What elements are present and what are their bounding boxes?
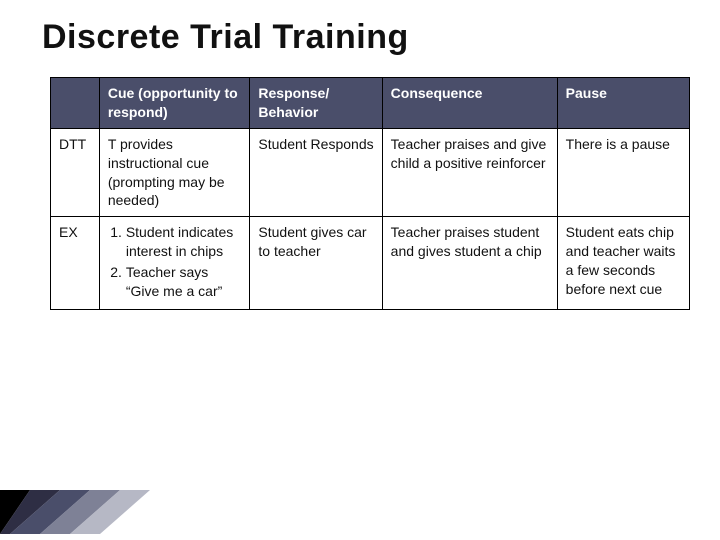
cell-cue: T provides instructional cue (prompting … bbox=[99, 128, 250, 217]
row-label: EX bbox=[51, 217, 100, 310]
cell-response: Student gives car to teacher bbox=[250, 217, 382, 310]
table-row: DTT T provides instructional cue (prompt… bbox=[51, 128, 690, 217]
row-label: DTT bbox=[51, 128, 100, 217]
header-blank bbox=[51, 78, 100, 129]
cue-list: Student indicates interest in chips Teac… bbox=[108, 223, 242, 301]
slide: Discrete Trial Training Cue (opportunity… bbox=[0, 0, 720, 540]
stripes-icon bbox=[0, 490, 150, 534]
slide-title: Discrete Trial Training bbox=[42, 18, 690, 57]
header-cue: Cue (opportunity to respond) bbox=[99, 78, 250, 129]
list-item: Student indicates interest in chips bbox=[126, 223, 242, 261]
list-item: Teacher says “Give me a car” bbox=[126, 263, 242, 301]
header-response: Response/ Behavior bbox=[250, 78, 382, 129]
cell-consequence: Teacher praises and give child a positiv… bbox=[382, 128, 557, 217]
table-row: EX Student indicates interest in chips T… bbox=[51, 217, 690, 310]
dtt-table: Cue (opportunity to respond) Response/ B… bbox=[50, 77, 690, 310]
cell-response: Student Responds bbox=[250, 128, 382, 217]
header-pause: Pause bbox=[557, 78, 689, 129]
corner-decoration bbox=[0, 490, 150, 534]
table-header-row: Cue (opportunity to respond) Response/ B… bbox=[51, 78, 690, 129]
cell-cue: Student indicates interest in chips Teac… bbox=[99, 217, 250, 310]
cell-pause: There is a pause bbox=[557, 128, 689, 217]
header-consequence: Consequence bbox=[382, 78, 557, 129]
cell-consequence: Teacher praises student and gives studen… bbox=[382, 217, 557, 310]
cell-pause: Student eats chip and teacher waits a fe… bbox=[557, 217, 689, 310]
